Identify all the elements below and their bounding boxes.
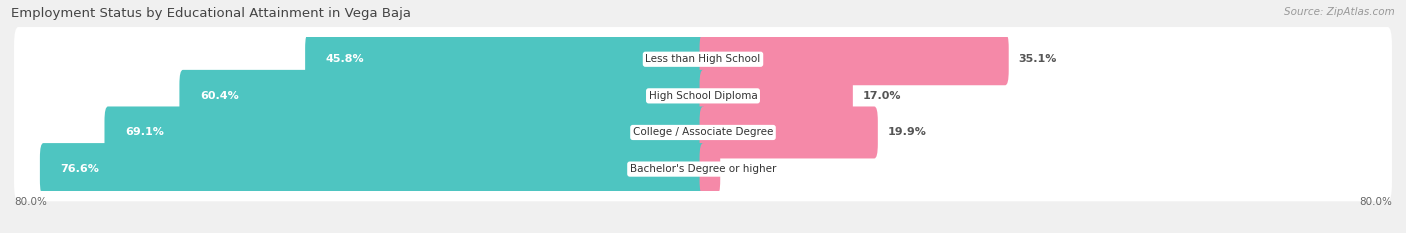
FancyBboxPatch shape	[14, 27, 1392, 92]
Text: Employment Status by Educational Attainment in Vega Baja: Employment Status by Educational Attainm…	[11, 7, 411, 20]
FancyBboxPatch shape	[14, 137, 1392, 201]
Text: 45.8%: 45.8%	[326, 54, 364, 64]
Text: 69.1%: 69.1%	[125, 127, 165, 137]
FancyBboxPatch shape	[700, 143, 720, 195]
Text: 60.4%: 60.4%	[200, 91, 239, 101]
Text: 80.0%: 80.0%	[1360, 197, 1392, 206]
Text: Less than High School: Less than High School	[645, 54, 761, 64]
FancyBboxPatch shape	[14, 100, 1392, 165]
Text: 1.6%: 1.6%	[730, 164, 761, 174]
FancyBboxPatch shape	[180, 70, 706, 122]
Text: 80.0%: 80.0%	[14, 197, 46, 206]
Text: Bachelor's Degree or higher: Bachelor's Degree or higher	[630, 164, 776, 174]
FancyBboxPatch shape	[700, 70, 853, 122]
FancyBboxPatch shape	[305, 33, 706, 85]
FancyBboxPatch shape	[700, 106, 877, 158]
FancyBboxPatch shape	[104, 106, 706, 158]
Text: 19.9%: 19.9%	[887, 127, 927, 137]
Text: 17.0%: 17.0%	[862, 91, 901, 101]
Text: 76.6%: 76.6%	[60, 164, 100, 174]
Text: 35.1%: 35.1%	[1018, 54, 1056, 64]
FancyBboxPatch shape	[700, 33, 1008, 85]
FancyBboxPatch shape	[39, 143, 706, 195]
Text: College / Associate Degree: College / Associate Degree	[633, 127, 773, 137]
Text: High School Diploma: High School Diploma	[648, 91, 758, 101]
FancyBboxPatch shape	[14, 64, 1392, 128]
Text: Source: ZipAtlas.com: Source: ZipAtlas.com	[1284, 7, 1395, 17]
